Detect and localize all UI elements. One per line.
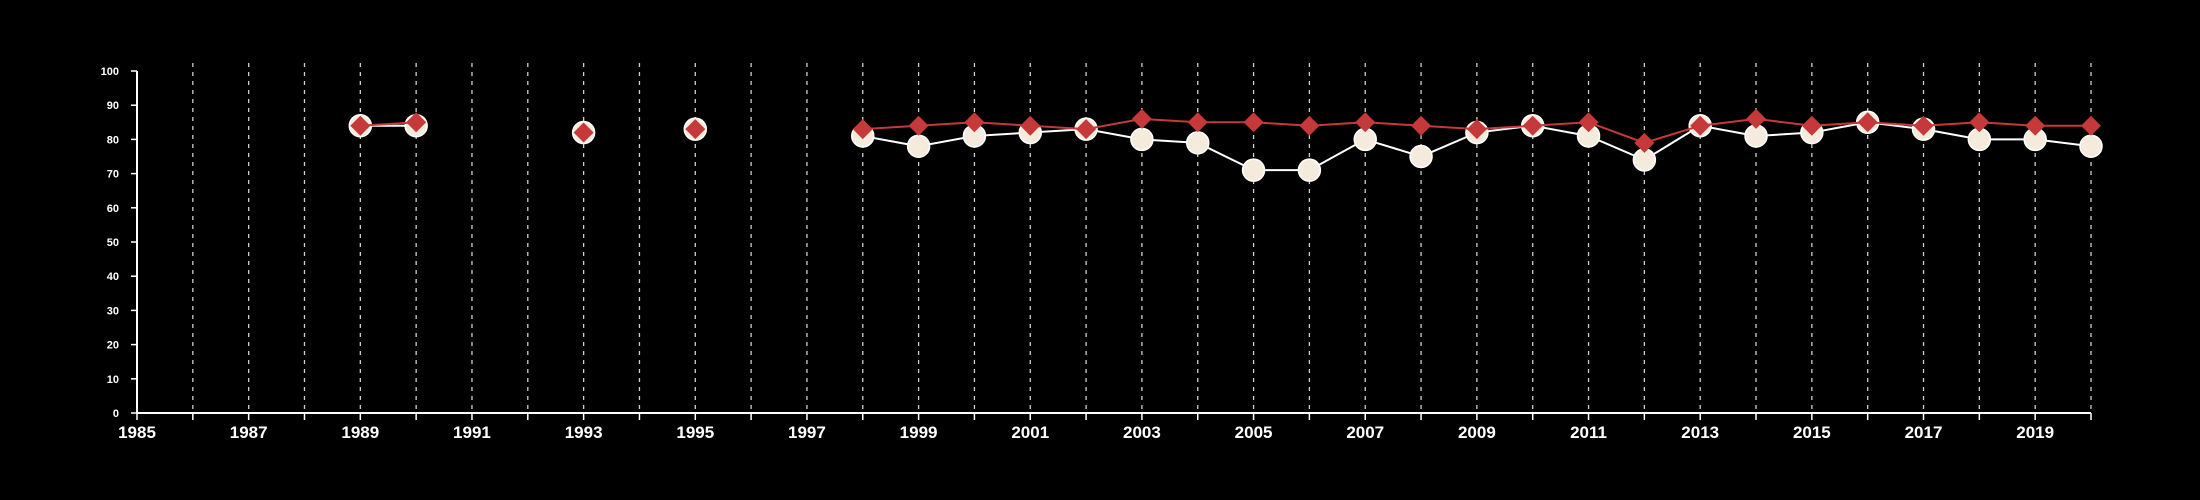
x-tick-label: 2007: [1346, 423, 1384, 442]
y-tick-label: 20: [107, 340, 119, 352]
x-tick-label: 2001: [1011, 423, 1049, 442]
x-tick-label: 2015: [1793, 423, 1831, 442]
x-tick-label: 1999: [900, 423, 938, 442]
series-1-diamond: [350, 108, 2101, 153]
diamond-point-2011: [1578, 112, 1599, 133]
diamond-point-2010: [1522, 115, 1543, 136]
x-tick-label: 1993: [565, 423, 603, 442]
x-tick-label: 2017: [1905, 423, 1943, 442]
diamond-point-1989: [350, 115, 371, 136]
x-tick-label: 2005: [1235, 423, 1273, 442]
x-tick-label: 1985: [118, 423, 156, 442]
circle-point-2020: [2079, 134, 2103, 158]
diamond-point-2000: [964, 112, 985, 133]
circle-point-2003: [1130, 127, 1154, 152]
circle-point-1999: [906, 134, 931, 158]
axes: 1985 1987 1989 1991 1993 1995 1997 1999 2001 2003…: [101, 66, 2092, 442]
diamond-point-2015: [1801, 115, 1822, 136]
diamond-point-2014: [1746, 108, 1767, 129]
diamond-point-2002: [1076, 119, 1097, 140]
diamond-point-2003: [1131, 108, 1152, 129]
x-tick-label: 1995: [676, 423, 714, 442]
diamond-point-1990: [406, 112, 427, 133]
circle-point-2004: [1185, 131, 1210, 155]
y-tick-label: 50: [107, 237, 119, 249]
diamond-point-2020: [2081, 115, 2101, 136]
x-tick-label: 2019: [2016, 423, 2054, 442]
circle-point-2005: [1241, 158, 1266, 182]
x-tick-label: 2011: [1570, 423, 1607, 442]
diamond-point-1995: [685, 119, 706, 140]
diamond-point-2016: [1857, 112, 1878, 133]
x-tick-label: 1991: [453, 423, 491, 442]
y-tick-label: 0: [113, 408, 119, 420]
diamond-point-2009: [1466, 119, 1487, 140]
x-tick-label: 1987: [230, 423, 268, 442]
diamond-point-1999: [908, 115, 929, 136]
x-tick-label: 1989: [341, 423, 379, 442]
y-tick-label: 70: [107, 169, 119, 181]
diamond-point-2007: [1355, 112, 1376, 133]
series-layer: [348, 108, 2103, 182]
x-tick-label: 2013: [1681, 423, 1719, 442]
diamond-point-2001: [1020, 115, 1041, 136]
circle-point-2008: [1409, 144, 1433, 169]
y-tick-label: 10: [107, 374, 119, 386]
diamond-point-2012: [1634, 132, 1655, 153]
diamond-point-2017: [1913, 115, 1934, 136]
vertical-gridlines: [192, 63, 2092, 413]
diamond-point-2018: [1969, 112, 1990, 133]
x-tick-label: 2003: [1123, 423, 1161, 442]
y-tick-label: 80: [107, 134, 119, 146]
y-tick-label: 30: [107, 305, 119, 317]
y-tick-label: 90: [107, 100, 119, 112]
circle-point-2006: [1297, 158, 1322, 182]
y-tick-label: 100: [101, 66, 119, 78]
x-tick-label: 1997: [788, 423, 826, 442]
x-tick-label: 2009: [1458, 423, 1496, 442]
diamond-point-2005: [1243, 112, 1264, 133]
diamond-point-2006: [1299, 115, 1320, 136]
y-tick-label: 40: [107, 271, 119, 283]
diamond-point-2013: [1690, 115, 1711, 136]
diamond-point-1993: [573, 122, 594, 143]
diamond-point-2019: [2025, 115, 2046, 136]
diamond-point-1998: [852, 119, 873, 140]
diamond-point-2004: [1187, 112, 1208, 133]
diamond-point-2008: [1411, 115, 1432, 136]
y-tick-label: 60: [107, 203, 119, 215]
